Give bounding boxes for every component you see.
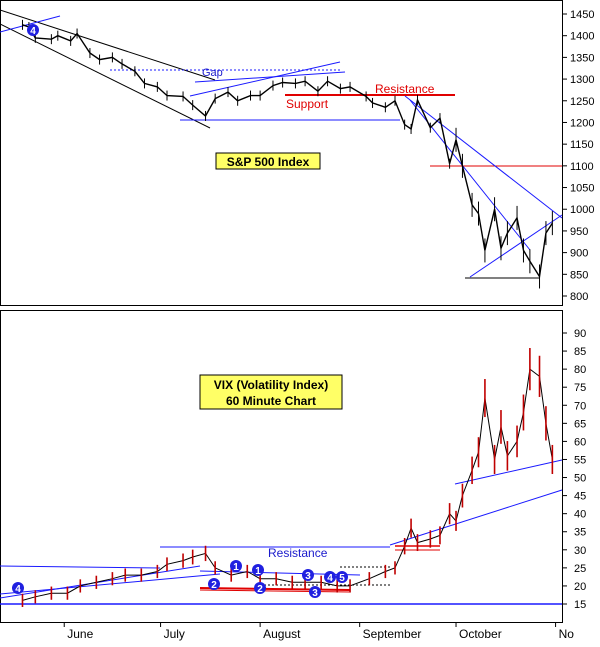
spx-y-axis: 800 850 900 950 1000 1050 1100 1150 1200 1250 1300…: [562, 9, 594, 303]
vix-rise-3: [0, 565, 161, 569]
vix-support-red-2: [199, 589, 351, 593]
spx-y-tick-label: 1150: [570, 139, 594, 151]
x-axis-tick-label: July: [164, 627, 185, 641]
spx-y-tick-label: 1350: [570, 52, 594, 64]
vix-annotations: Resistance VIX (Volatility Index) 60 Min…: [12, 374, 348, 599]
x-axis-tick-label: September: [363, 627, 422, 641]
spx-title-box: [215, 152, 321, 170]
resistance-label: Resistance: [375, 82, 435, 96]
vix-chart-subtitle: 60 Minute Chart: [226, 394, 316, 408]
spx-channel-lower: [0, 23, 211, 129]
spx-y-tick-label: 1450: [570, 9, 594, 21]
x-axis-tick-label: October: [459, 627, 502, 641]
vix-y-tick-label: 75: [574, 382, 586, 394]
spx-chart-title: S&P 500 Index: [227, 155, 310, 169]
spx-price-line: [22, 24, 553, 279]
x-axis-tick-label: August: [263, 627, 301, 641]
vix-y-axis: 15 20 25 30 35 40 45 50 55 60 65 70 75 80 85 90: [562, 328, 586, 611]
vix-y-tick-label: 65: [574, 418, 586, 430]
vix-title-box: [199, 374, 343, 410]
vix-support-red: [199, 587, 351, 591]
spx-wave-marker: [27, 24, 39, 36]
vix-price-series: [21, 348, 554, 607]
vix-y-tick-label: 55: [574, 454, 586, 466]
vix-wave-marker: [309, 586, 321, 598]
vix-wave-marker: [324, 571, 336, 583]
vix-chart-title: VIX (Volatility Index): [214, 378, 328, 392]
vix-wave-label: 1: [233, 562, 239, 573]
vix-wave-label: 2: [257, 584, 263, 595]
spx-y-tick-label: 900: [570, 248, 588, 260]
spx-rising-support: [469, 214, 563, 278]
vix-y-tick-label: 35: [574, 527, 586, 539]
x-axis: June July August September October No: [63, 622, 575, 641]
support-label: Support: [286, 97, 329, 111]
vix-wave-marker: [302, 569, 314, 581]
spx-annotations: Gap Support Resistance S&P 500 Index 4: [27, 24, 435, 170]
vix-y-tick-label: 50: [574, 473, 586, 485]
vix-trendlines: [0, 459, 563, 605]
vix-uptrend: [389, 489, 563, 546]
x-axis-tick-label: June: [67, 627, 93, 641]
vix-wave-marker: [208, 578, 220, 590]
vix-y-tick-label: 60: [574, 436, 586, 448]
spx-downtrend: [404, 95, 563, 219]
vix-y-tick-label: 80: [574, 364, 586, 376]
spx-y-tick-label: 1100: [570, 161, 594, 173]
vix-y-tick-label: 15: [574, 599, 586, 611]
spx-trendlines: [0, 9, 563, 279]
vix-wave-marker: [230, 560, 242, 572]
vix-y-tick-label: 30: [574, 545, 586, 557]
vix-wave-marker: [254, 582, 266, 594]
panel-frame: [0, 0, 563, 623]
gap-label: Gap: [202, 67, 223, 79]
vix-wave-label: 3: [312, 588, 318, 599]
spx-y-tick-label: 1300: [570, 74, 594, 86]
spx-y-tick-label: 1250: [570, 96, 594, 108]
spx-y-tick-label: 800: [570, 291, 588, 303]
spx-trend-blue: [0, 15, 61, 33]
vix-y-tick-label: 20: [574, 581, 586, 593]
spx-channel-upper: [0, 9, 216, 81]
vix-resistance-label: Resistance: [268, 546, 328, 560]
spx-y-tick-label: 850: [570, 269, 588, 281]
spx-rising-trend-2: [194, 71, 346, 83]
spx-panel-border: [0, 0, 563, 306]
vix-y-tick-label: 25: [574, 563, 586, 575]
vix-wave-marker: [252, 564, 264, 576]
vix-y-tick-label: 90: [574, 328, 586, 340]
vix-y-tick-label: 70: [574, 400, 586, 412]
vix-panel-border: [0, 310, 563, 623]
vix-rise-1: [0, 565, 201, 599]
vix-wave-label: 4: [15, 584, 21, 595]
vix-wave-label: 1: [255, 566, 261, 577]
vix-wave-marker: [12, 582, 24, 594]
vix-wave-label: 5: [339, 573, 345, 584]
vix-rise-2: [0, 573, 221, 595]
vix-wave-marker: [336, 571, 348, 583]
vix-wave-label: 3: [305, 571, 311, 582]
spx-y-tick-label: 1000: [570, 204, 594, 216]
spx-price-series: [21, 19, 553, 289]
vix-wave-label: 4: [327, 573, 333, 584]
vix-y-tick-label: 45: [574, 491, 586, 503]
vix-y-tick-label: 85: [574, 346, 586, 358]
spx-y-tick-label: 1050: [570, 183, 594, 195]
spx-y-tick-label: 1200: [570, 117, 594, 129]
vix-wave-label: 2: [211, 580, 217, 591]
spx-y-tick-label: 950: [570, 226, 588, 238]
spx-rising-trend: [189, 61, 341, 97]
spx-wave-label: 4: [30, 26, 36, 37]
spx-y-tick-label: 1400: [570, 31, 594, 43]
x-axis-tick-label: No: [559, 627, 575, 641]
vix-y-tick-label: 40: [574, 509, 586, 521]
